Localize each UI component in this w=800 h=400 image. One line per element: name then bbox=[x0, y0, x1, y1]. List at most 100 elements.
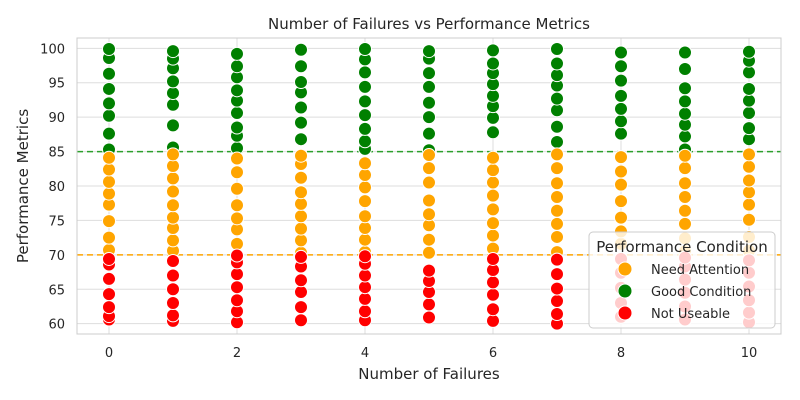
data-point bbox=[678, 129, 692, 144]
data-point bbox=[166, 147, 180, 162]
data-point bbox=[614, 114, 628, 129]
data-point bbox=[358, 79, 372, 94]
data-point bbox=[102, 251, 116, 266]
data-point bbox=[358, 209, 372, 224]
plot-frame bbox=[76, 37, 782, 335]
data-point bbox=[486, 88, 500, 103]
legend-marker bbox=[617, 283, 633, 299]
data-point bbox=[230, 211, 244, 226]
data-point bbox=[102, 230, 116, 245]
data-point bbox=[742, 159, 756, 174]
data-point bbox=[422, 245, 436, 260]
data-point bbox=[102, 108, 116, 123]
data-point bbox=[486, 228, 500, 243]
y-tick-label: 60 bbox=[48, 318, 65, 333]
data-point bbox=[166, 159, 180, 174]
data-point bbox=[422, 126, 436, 141]
data-point bbox=[102, 96, 116, 111]
y-tick-label: 65 bbox=[48, 283, 65, 298]
data-point bbox=[358, 156, 372, 171]
x-tick-label: 4 bbox=[361, 346, 369, 361]
data-point bbox=[486, 275, 500, 290]
chart-title: Number of Failures vs Performance Metric… bbox=[268, 15, 590, 33]
data-point bbox=[102, 214, 116, 229]
data-point bbox=[102, 81, 116, 96]
data-point bbox=[742, 121, 756, 136]
data-point bbox=[358, 134, 372, 149]
data-point bbox=[102, 42, 116, 57]
data-point bbox=[358, 220, 372, 235]
data-point bbox=[166, 118, 180, 133]
y-tick-label: 100 bbox=[40, 42, 65, 57]
data-point bbox=[294, 196, 308, 211]
y-tick-label: 95 bbox=[48, 77, 65, 92]
data-point bbox=[294, 273, 308, 288]
data-point bbox=[550, 68, 564, 83]
y-tick-labels: 60 65 70 75 80 85 90 95 100 bbox=[40, 42, 65, 332]
data-point bbox=[550, 134, 564, 149]
data-point bbox=[550, 119, 564, 134]
data-point bbox=[614, 210, 628, 225]
x-tick-label: 2 bbox=[233, 346, 241, 361]
data-point bbox=[294, 170, 308, 185]
legend-entries: Need Attention Good Condition Not Useable bbox=[617, 261, 751, 322]
data-point bbox=[550, 307, 564, 322]
data-point bbox=[550, 229, 564, 244]
data-point bbox=[678, 203, 692, 218]
legend-entry-label: Need Attention bbox=[651, 263, 749, 278]
data-point bbox=[550, 267, 564, 282]
data-point bbox=[742, 173, 756, 188]
data-point bbox=[678, 190, 692, 205]
y-tick-label: 90 bbox=[48, 111, 65, 126]
data-point bbox=[102, 271, 116, 286]
data-point bbox=[166, 184, 180, 199]
data-point bbox=[166, 233, 180, 248]
x-tick-label: 10 bbox=[741, 346, 758, 361]
data-point bbox=[486, 56, 500, 71]
x-tick-label: 0 bbox=[105, 346, 113, 361]
data-point bbox=[358, 65, 372, 80]
data-point bbox=[422, 66, 436, 81]
data-point bbox=[486, 202, 500, 217]
data-point bbox=[422, 193, 436, 208]
data-point bbox=[230, 198, 244, 213]
data-point bbox=[294, 285, 308, 300]
data-point bbox=[358, 194, 372, 209]
legend-box bbox=[588, 231, 776, 329]
data-point bbox=[294, 75, 308, 90]
data-point bbox=[166, 268, 180, 283]
data-point bbox=[294, 115, 308, 130]
data-point bbox=[166, 171, 180, 186]
data-point bbox=[614, 59, 628, 74]
data-point bbox=[102, 150, 116, 165]
data-point bbox=[230, 83, 244, 98]
data-point bbox=[358, 94, 372, 109]
data-point bbox=[614, 164, 628, 179]
data-point bbox=[742, 65, 756, 80]
data-point bbox=[614, 177, 628, 192]
data-point bbox=[550, 216, 564, 231]
data-point bbox=[486, 287, 500, 302]
data-point bbox=[614, 45, 628, 60]
data-point bbox=[166, 308, 180, 323]
data-point bbox=[550, 252, 564, 267]
data-point bbox=[486, 188, 500, 203]
data-point bbox=[358, 280, 372, 295]
y-tick-label: 70 bbox=[48, 249, 65, 264]
data-point bbox=[358, 108, 372, 123]
data-point bbox=[422, 232, 436, 247]
data-point bbox=[614, 101, 628, 116]
data-point bbox=[422, 95, 436, 110]
data-point bbox=[486, 313, 500, 328]
legend: Performance Condition Need Attention Good… bbox=[588, 231, 776, 329]
data-point bbox=[422, 148, 436, 163]
data-point bbox=[486, 216, 500, 231]
data-point bbox=[102, 126, 116, 141]
data-point bbox=[358, 121, 372, 136]
data-point bbox=[742, 93, 756, 108]
data-point bbox=[166, 296, 180, 311]
data-point bbox=[358, 249, 372, 264]
data-point bbox=[294, 59, 308, 74]
